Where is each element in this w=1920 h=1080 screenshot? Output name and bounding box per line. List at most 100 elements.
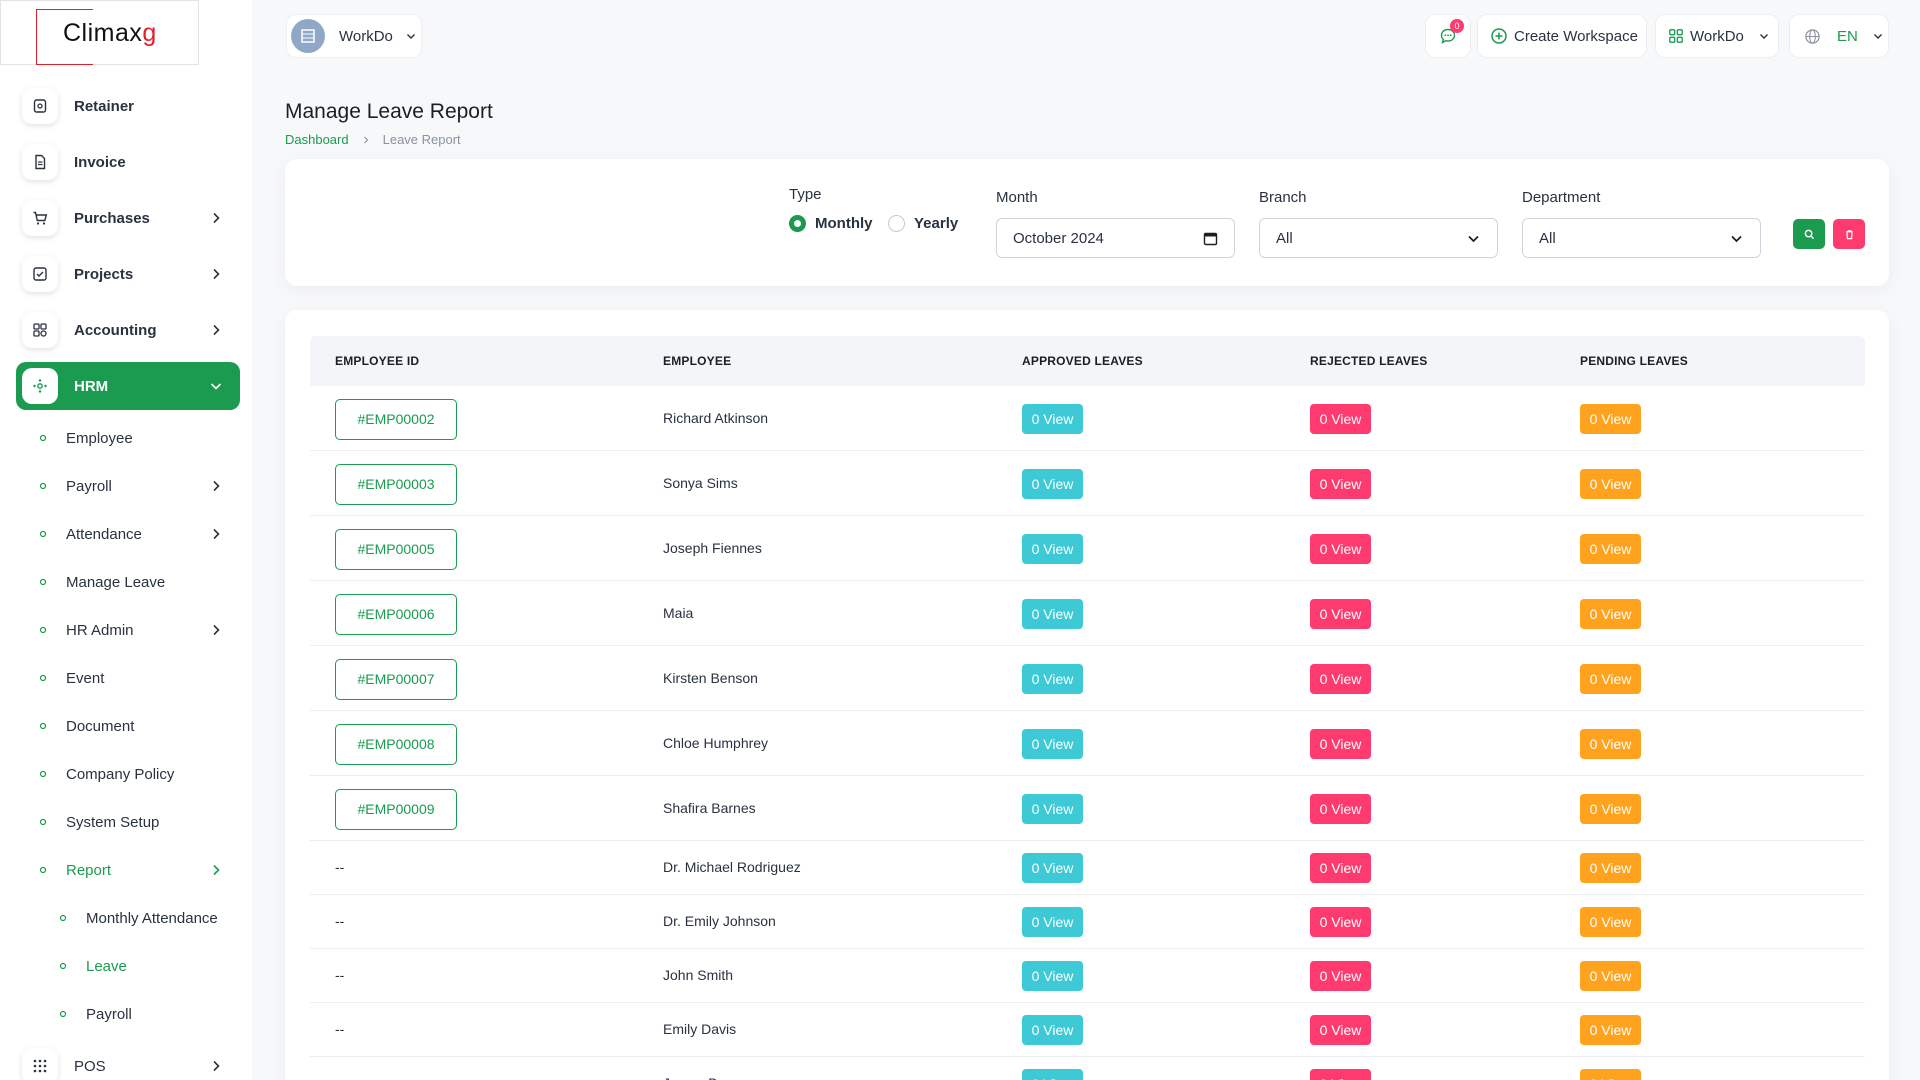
radio-label: Yearly	[914, 215, 959, 232]
department-select[interactable]: All	[1522, 218, 1761, 258]
chevron-right-icon	[213, 480, 220, 492]
rejected-leaves-button[interactable]: 0 View	[1310, 1069, 1371, 1080]
radio-monthly[interactable]: Monthly	[789, 215, 873, 232]
sidebar-item-accounting[interactable]: Accounting	[16, 306, 240, 354]
rejected-leaves-button[interactable]: 0 View	[1310, 961, 1371, 991]
breadcrumb-dashboard-link[interactable]: Dashboard	[285, 132, 349, 147]
radio-yearly[interactable]: Yearly	[888, 215, 958, 232]
bullet-icon	[38, 481, 48, 491]
sidebar-item-hrm[interactable]: HRM	[16, 362, 240, 410]
approved-leaves-button[interactable]: 0 View	[1022, 1015, 1083, 1045]
rejected-leaves-button[interactable]: 0 View	[1310, 468, 1371, 499]
approved-leaves-button[interactable]: 0 View	[1022, 793, 1083, 824]
rejected-leaves-button[interactable]: 0 View	[1310, 663, 1371, 694]
month-input[interactable]: October 2024	[996, 218, 1235, 258]
approved-leaves-button[interactable]: 0 View	[1022, 853, 1083, 883]
sidebar-sub-label: Report	[66, 861, 112, 879]
approved-leaves-button[interactable]: 0 View	[1022, 728, 1083, 759]
employee-id-button[interactable]: #EMP00003	[335, 463, 457, 505]
sidebar-sub-employee[interactable]: Employee	[38, 426, 238, 450]
pending-leaves-button[interactable]: 0 View	[1580, 533, 1641, 564]
rejected-leaves-button[interactable]: 0 View	[1310, 907, 1371, 937]
rejected-leaves-button[interactable]: 0 View	[1310, 598, 1371, 629]
employee-id-empty: --	[335, 1021, 345, 1037]
pending-leaves-button[interactable]: 0 View	[1580, 598, 1641, 629]
employee-id-button[interactable]: #EMP00005	[335, 528, 457, 570]
approved-leaves-button[interactable]: 0 View	[1022, 403, 1083, 434]
sidebar-sub-label: Monthly Attendance	[86, 909, 218, 927]
pending-leaves-button[interactable]: 0 View	[1580, 1069, 1641, 1080]
branch-select[interactable]: All	[1259, 218, 1498, 258]
rejected-leaves-button[interactable]: 0 View	[1310, 1015, 1371, 1045]
table-row: -- Emily Davis 0 View 0 View 0 View	[310, 1003, 1865, 1057]
sidebar-sub-leave[interactable]: Leave	[58, 954, 258, 978]
sidebar-sub-report[interactable]: Report	[38, 858, 238, 882]
approved-leaves-button[interactable]: 0 View	[1022, 533, 1083, 564]
sidebar-item-projects[interactable]: Projects	[16, 250, 240, 298]
employee-id-button[interactable]: #EMP00009	[335, 788, 457, 830]
employee-id-empty: --	[335, 1075, 344, 1080]
sidebar-sub-manage-leave[interactable]: Manage Leave	[38, 570, 238, 594]
grid-icon	[22, 1048, 58, 1080]
approved-leaves-button[interactable]: 0 View	[1022, 1069, 1083, 1080]
approved-leaves-button[interactable]: 0 View	[1022, 598, 1083, 629]
pending-leaves-button[interactable]: 0 View	[1580, 728, 1641, 759]
sidebar-item-purchases[interactable]: Purchases	[16, 194, 240, 242]
rejected-leaves-button[interactable]: 0 View	[1310, 533, 1371, 564]
employee-id-button[interactable]: #EMP00002	[335, 398, 457, 440]
rejected-leaves-button[interactable]: 0 View	[1310, 403, 1371, 434]
branch-label: Branch	[1259, 189, 1307, 206]
language-selector[interactable]: EN	[1789, 14, 1889, 58]
pending-leaves-button[interactable]: 0 View	[1580, 663, 1641, 694]
trash-icon	[1845, 229, 1853, 239]
approved-leaves-button[interactable]: 0 View	[1022, 468, 1083, 499]
brand-logo[interactable]: Climaxg	[0, 0, 199, 65]
create-workspace-button[interactable]: Create Workspace	[1477, 14, 1647, 58]
sidebar-sub-monthly-attendance[interactable]: Monthly Attendance	[58, 906, 258, 930]
pending-leaves-button[interactable]: 0 View	[1580, 961, 1641, 991]
approved-leaves-button[interactable]: 0 View	[1022, 961, 1083, 991]
sidebar-item-pos[interactable]: POS	[16, 1042, 240, 1080]
employee-name: John Smith	[663, 967, 734, 983]
rejected-leaves-button[interactable]: 0 View	[1310, 853, 1371, 883]
sidebar-sub-report-payroll[interactable]: Payroll	[58, 1002, 258, 1026]
department-value: All	[1539, 229, 1556, 247]
sidebar-sub-document[interactable]: Document	[38, 714, 238, 738]
employee-id-button[interactable]: #EMP00008	[335, 723, 457, 765]
approved-leaves-button[interactable]: 0 View	[1022, 663, 1083, 694]
sidebar-sub-company-policy[interactable]: Company Policy	[38, 762, 238, 786]
chevron-down-icon	[406, 34, 415, 39]
pending-leaves-button[interactable]: 0 View	[1580, 853, 1641, 883]
employee-name: Kirsten Benson	[663, 669, 758, 686]
messages-button[interactable]: 0	[1425, 14, 1471, 58]
workspace-menu-button[interactable]: WorkDo	[1655, 14, 1779, 58]
employee-id-button[interactable]: #EMP00007	[335, 658, 457, 700]
pending-leaves-button[interactable]: 0 View	[1580, 907, 1641, 937]
workspace-switcher[interactable]: WorkDo	[286, 14, 422, 58]
sidebar-sub-label: Manage Leave	[66, 573, 166, 591]
approved-leaves-button[interactable]: 0 View	[1022, 907, 1083, 937]
sidebar-item-invoice[interactable]: Invoice	[16, 138, 240, 186]
pending-leaves-button[interactable]: 0 View	[1580, 793, 1641, 824]
bullet-icon	[38, 769, 48, 779]
sidebar-item-retainer[interactable]: Retainer	[16, 82, 240, 130]
notification-badge: 0	[1450, 19, 1464, 33]
sidebar-sub-system-setup[interactable]: System Setup	[38, 810, 238, 834]
rejected-leaves-button[interactable]: 0 View	[1310, 728, 1371, 759]
create-workspace-label: Create Workspace	[1514, 27, 1638, 45]
sidebar-sub-attendance[interactable]: Attendance	[38, 522, 238, 546]
rejected-leaves-button[interactable]: 0 View	[1310, 793, 1371, 824]
search-button[interactable]	[1793, 219, 1825, 249]
sidebar: Climaxg Retainer Invoice Purchases Proje…	[0, 0, 252, 1080]
sidebar-sub-event[interactable]: Event	[38, 666, 238, 690]
pending-leaves-button[interactable]: 0 View	[1580, 403, 1641, 434]
table-row: #EMP00003 Sonya Sims 0 View 0 View 0 View	[310, 451, 1865, 516]
reset-button[interactable]	[1833, 219, 1865, 249]
sidebar-sub-hr-admin[interactable]: HR Admin	[38, 618, 238, 642]
chevron-down-icon	[1759, 34, 1768, 39]
filter-card: Type Monthly Yearly Month October 2024 B…	[285, 159, 1889, 286]
sidebar-sub-payroll[interactable]: Payroll	[38, 474, 238, 498]
employee-id-button[interactable]: #EMP00006	[335, 593, 457, 635]
pending-leaves-button[interactable]: 0 View	[1580, 468, 1641, 499]
pending-leaves-button[interactable]: 0 View	[1580, 1015, 1641, 1045]
